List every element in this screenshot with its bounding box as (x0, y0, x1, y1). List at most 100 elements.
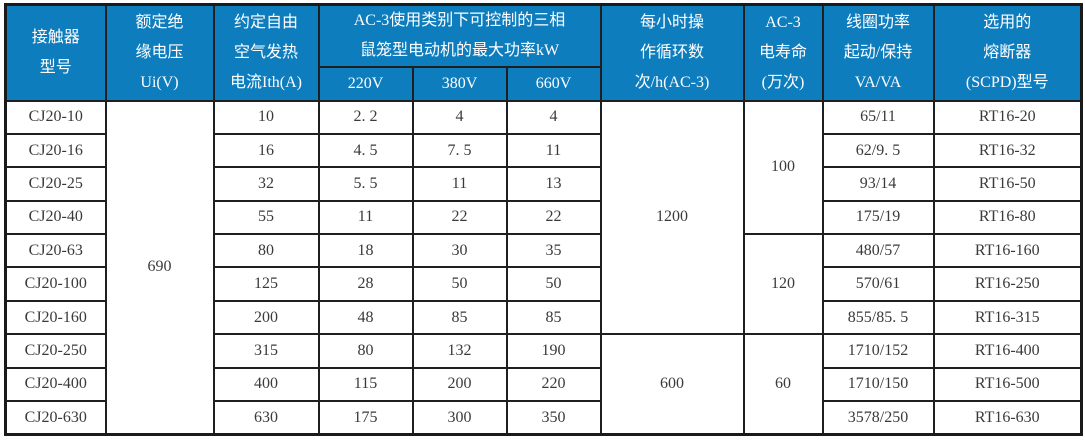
cell-max-power-220v: 115 (317, 366, 414, 403)
table-row: CJ20-16 16 4. 5 7. 5 11 62/9. 5 RT16-32 (4, 132, 1083, 169)
cell-model: CJ20-100 (4, 266, 107, 302)
cell-model: CJ20-40 (4, 199, 107, 236)
cell-model: CJ20-63 (4, 233, 107, 269)
cell-operating-cycles-per-hour: 600 (599, 333, 745, 436)
header-operating-cycles: 每小时操 作循环数 次/h(AC-3) (599, 3, 745, 102)
cell-model: CJ20-16 (4, 132, 107, 169)
cell-thermal-current: 125 (212, 266, 320, 302)
table-row: CJ20-40 55 11 22 22 175/19 RT16-80 (4, 199, 1083, 236)
cell-model: CJ20-250 (4, 333, 107, 369)
cell-max-power-380v: 200 (411, 366, 508, 403)
cell-max-power-660v: 85 (505, 299, 602, 336)
cell-max-power-380v: 4 (411, 99, 508, 135)
cell-max-power-380v: 22 (411, 199, 508, 236)
cell-thermal-current: 10 (212, 99, 320, 135)
cell-max-power-220v: 2. 2 (317, 99, 414, 135)
header-voltage-220v: 220V (317, 65, 414, 102)
cell-max-power-660v: 190 (505, 333, 602, 369)
cell-max-power-220v: 5. 5 (317, 166, 414, 202)
cell-thermal-current: 315 (212, 333, 320, 369)
table-row: CJ20-100 125 28 50 50 570/61 RT16-250 (4, 266, 1083, 302)
cell-model: CJ20-160 (4, 299, 107, 336)
cell-model: CJ20-10 (4, 99, 107, 135)
cell-max-power-380v: 50 (411, 266, 508, 302)
cell-thermal-current: 32 (212, 166, 320, 202)
cell-thermal-current: 630 (212, 400, 320, 436)
cell-max-power-220v: 28 (317, 266, 414, 302)
header-rated-insulation-voltage: 额定绝 缘电压 Ui(V) (104, 3, 215, 102)
header-fuse-model: 选用的 熔断器 (SCPD)型号 (932, 3, 1083, 102)
cell-ac3-electrical-life: 100 (742, 99, 824, 236)
cell-thermal-current: 80 (212, 233, 320, 269)
table-row: CJ20-400 400 115 200 220 1710/150 RT16-500 (4, 366, 1083, 403)
cell-fuse-model: RT16-32 (932, 132, 1083, 169)
table-row: CJ20-25 32 5. 5 11 13 93/14 RT16-50 (4, 166, 1083, 202)
header-voltage-380v: 380V (411, 65, 508, 102)
cell-max-power-380v: 300 (411, 400, 508, 436)
table-body: CJ20-10 690 10 2. 2 4 4 1200 100 65/11 RT16-20 CJ2… (4, 99, 1083, 436)
contactor-spec-table: 接触器 型号 额定绝 缘电压 Ui(V) 约定自由 空气发热 电流Ith(A) … (4, 3, 1084, 436)
cell-fuse-model: RT16-80 (932, 199, 1083, 236)
cell-coil-power: 93/14 (821, 166, 935, 202)
cell-max-power-660v: 13 (505, 166, 602, 202)
cell-max-power-220v: 11 (317, 199, 414, 236)
cell-operating-cycles-per-hour: 1200 (599, 99, 745, 336)
cell-rated-insulation-voltage: 690 (104, 99, 215, 436)
cell-coil-power: 1710/152 (821, 333, 935, 369)
cell-coil-power: 570/61 (821, 266, 935, 302)
cell-max-power-220v: 80 (317, 333, 414, 369)
cell-max-power-380v: 11 (411, 166, 508, 202)
cell-coil-power: 65/11 (821, 99, 935, 135)
cell-max-power-660v: 350 (505, 400, 602, 436)
cell-coil-power: 3578/250 (821, 400, 935, 436)
cell-model: CJ20-400 (4, 366, 107, 403)
cell-max-power-380v: 7. 5 (411, 132, 508, 169)
cell-thermal-current: 400 (212, 366, 320, 403)
cell-max-power-380v: 85 (411, 299, 508, 336)
header-contactor-model: 接触器 型号 (4, 3, 107, 102)
cell-thermal-current: 200 (212, 299, 320, 336)
table-row: CJ20-10 690 10 2. 2 4 4 1200 100 65/11 RT16-20 (4, 99, 1083, 436)
cell-max-power-660v: 11 (505, 132, 602, 169)
cell-max-power-660v: 22 (505, 199, 602, 236)
table-row: CJ20-63 80 18 30 35 120 480/57 RT16-160 (4, 233, 1083, 336)
cell-max-power-660v: 4 (505, 99, 602, 135)
cell-coil-power: 480/57 (821, 233, 935, 269)
cell-max-power-220v: 18 (317, 233, 414, 269)
cell-coil-power: 1710/150 (821, 366, 935, 403)
header-electrical-life: AC-3 电寿命 (万次) (742, 3, 824, 102)
cell-model: CJ20-630 (4, 400, 107, 436)
table-row: CJ20-160 200 48 85 85 855/85. 5 RT16-315 (4, 299, 1083, 336)
cell-ac3-electrical-life: 60 (742, 333, 824, 436)
cell-thermal-current: 55 (212, 199, 320, 236)
cell-fuse-model: RT16-50 (932, 166, 1083, 202)
cell-fuse-model: RT16-160 (932, 233, 1083, 269)
header-voltage-660v: 660V (505, 65, 602, 102)
cell-fuse-model: RT16-20 (932, 99, 1083, 135)
cell-coil-power: 855/85. 5 (821, 299, 935, 336)
cell-fuse-model: RT16-630 (932, 400, 1083, 436)
cell-max-power-220v: 175 (317, 400, 414, 436)
cell-max-power-660v: 50 (505, 266, 602, 302)
cell-max-power-380v: 132 (411, 333, 508, 369)
cell-max-power-660v: 220 (505, 366, 602, 403)
table-header: 接触器 型号 额定绝 缘电压 Ui(V) 约定自由 空气发热 电流Ith(A) … (4, 3, 1083, 102)
cell-thermal-current: 16 (212, 132, 320, 169)
table-row: CJ20-250 315 80 132 190 600 60 1710/152 RT16-400 (4, 333, 1083, 436)
header-ac3-max-power: AC-3使用类别下可控制的三相 鼠笼型电动机的最大功率kW (317, 3, 602, 68)
cell-max-power-220v: 4. 5 (317, 132, 414, 169)
header-coil-power: 线圈功率 起动/保持 VA/VA (821, 3, 935, 102)
cell-fuse-model: RT16-400 (932, 333, 1083, 369)
cell-coil-power: 62/9. 5 (821, 132, 935, 169)
table-row: CJ20-630 630 175 300 350 3578/250 RT16-630 (4, 400, 1083, 436)
cell-max-power-380v: 30 (411, 233, 508, 269)
cell-max-power-660v: 35 (505, 233, 602, 269)
cell-coil-power: 175/19 (821, 199, 935, 236)
header-thermal-current: 约定自由 空气发热 电流Ith(A) (212, 3, 320, 102)
cell-ac3-electrical-life: 120 (742, 233, 824, 336)
cell-model: CJ20-25 (4, 166, 107, 202)
cell-fuse-model: RT16-500 (932, 366, 1083, 403)
cell-fuse-model: RT16-250 (932, 266, 1083, 302)
cell-fuse-model: RT16-315 (932, 299, 1083, 336)
